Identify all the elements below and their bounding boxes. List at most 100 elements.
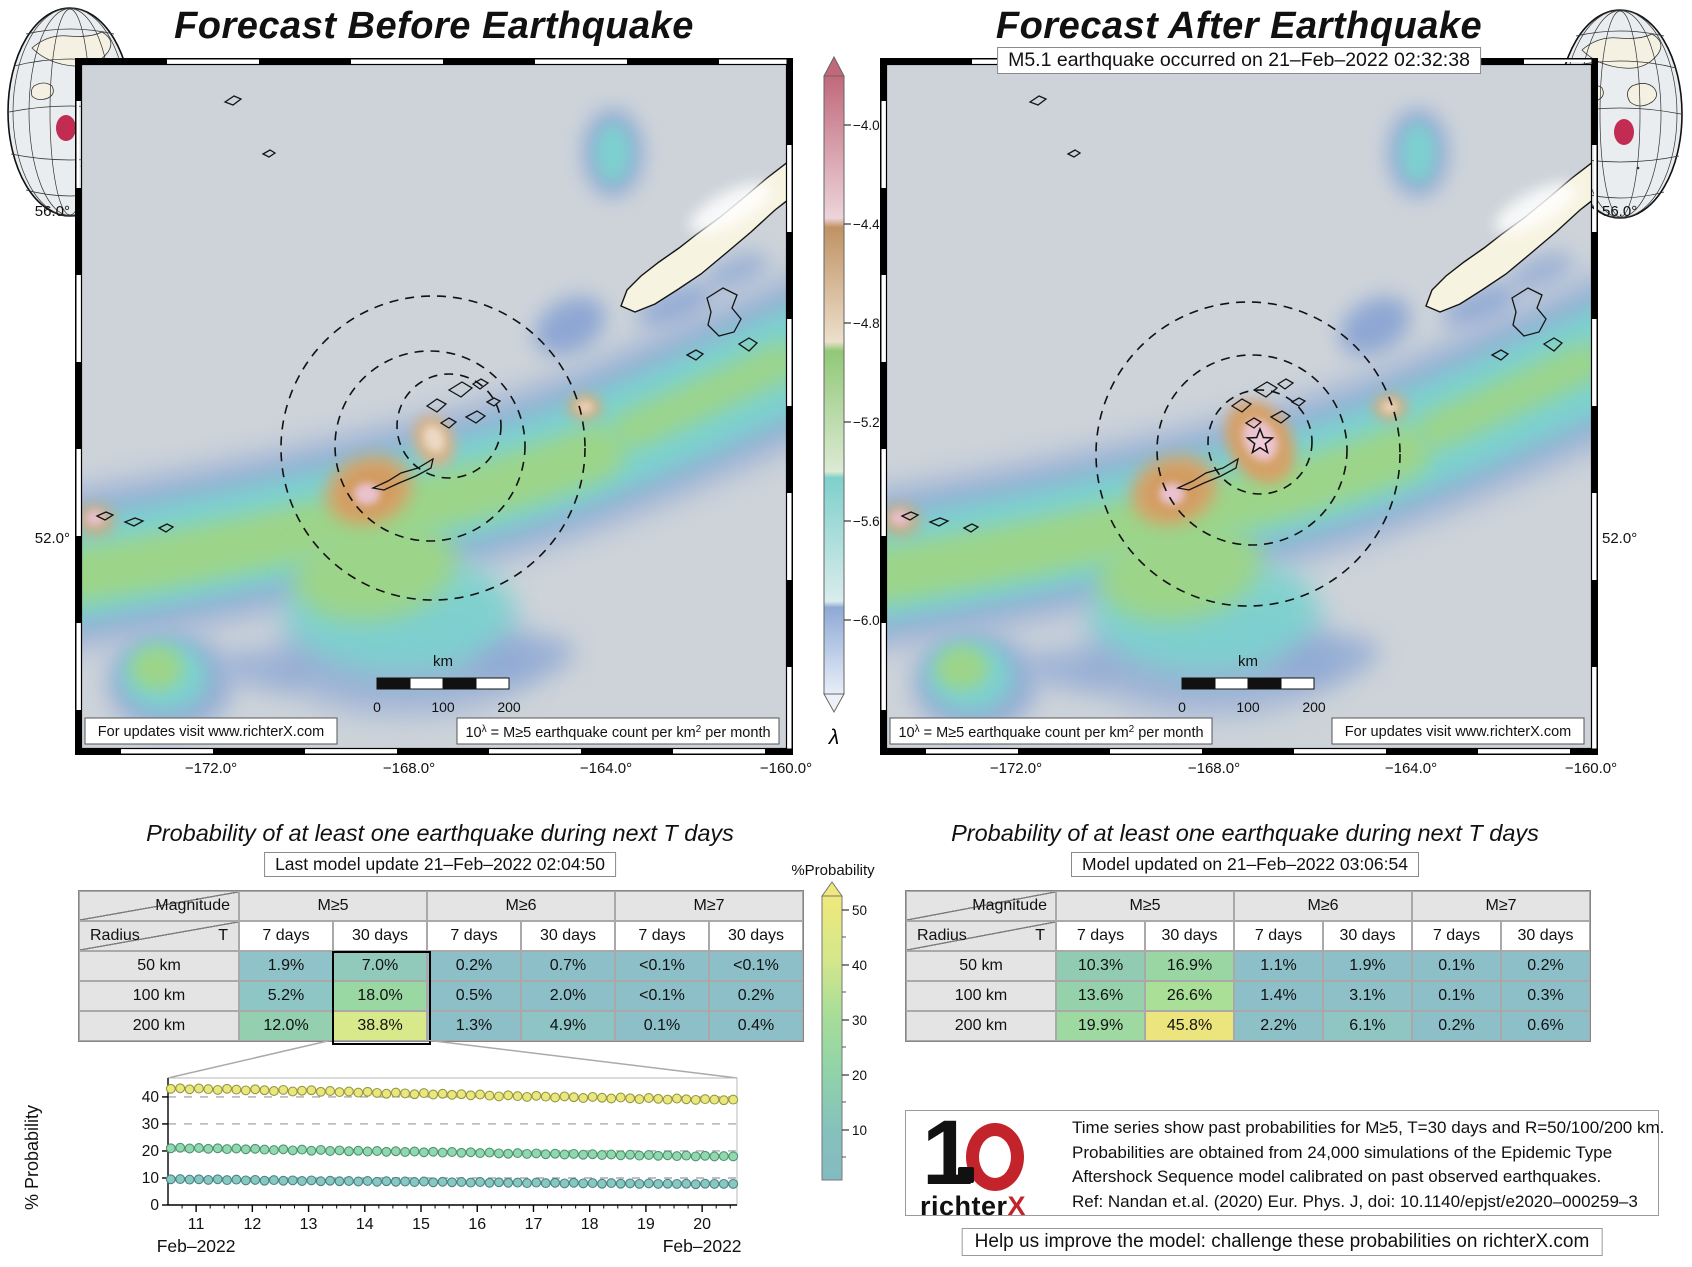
period-header: 7 days	[239, 921, 333, 951]
lambda-colorbar: −4.0 −4.4 −4.8 −5.2 −5.6 −6.0 λ	[823, 55, 880, 749]
map-forecast-before: km 0 100 200 For updates visit www.richterX.…	[74, 57, 794, 756]
scale-bar: km 0 100 200	[373, 653, 521, 715]
period-header: 30 days	[709, 921, 803, 951]
prob-title-left: Probability of at least one earthquake d…	[146, 820, 734, 846]
lat-label: 56.0°	[34, 203, 70, 220]
scale-unit: km	[433, 653, 453, 670]
prob-cell: 12.0%	[239, 1011, 333, 1041]
period-header: 7 days	[1412, 921, 1501, 951]
table-corner-magnitude: Magnitude	[79, 891, 239, 921]
prob-cell: <0.1%	[615, 981, 709, 1011]
data-series	[165, 1142, 739, 1162]
prob-cell: 13.6%	[1056, 981, 1145, 1011]
distance-circle	[1156, 354, 1348, 546]
chart-x-tick: 16	[468, 1216, 486, 1233]
distance-circle	[1095, 301, 1401, 607]
chart-x-tick: 12	[243, 1216, 261, 1233]
prob-title-right: Probability of at least one earthquake d…	[951, 820, 1539, 846]
scale-bar: km 0 100 200	[1178, 653, 1326, 715]
globe-location-dot	[56, 115, 76, 141]
radius-row-label: 50 km	[79, 951, 239, 981]
heatmap-layer: km 0 100 200 10λ = M≥5 earthquake count per …	[887, 95, 1591, 745]
prob-cell: 1.3%	[427, 1011, 521, 1041]
lambda-tick: −4.0	[853, 118, 880, 133]
map-note-text: 10λ = M≥5 earthquake count per km2 per m…	[465, 724, 770, 741]
prob-cell: 0.6%	[1501, 1011, 1590, 1041]
lat-label: 52.0°	[1602, 530, 1638, 547]
magnitude-group-header: M≥6	[427, 891, 615, 921]
map-note-text: For updates visit www.richterX.com	[98, 724, 324, 740]
map-note-text: 10λ = M≥5 earthquake count per km2 per m…	[898, 724, 1203, 741]
lon-label: −164.0°	[579, 760, 633, 777]
chart-y-tick: 40	[142, 1089, 160, 1106]
lon-label: −168.0°	[1187, 760, 1241, 777]
magnitude-group-header: M≥5	[239, 891, 427, 921]
map-note-text: For updates visit www.richterX.com	[1345, 724, 1571, 740]
prob-cell: 1.9%	[239, 951, 333, 981]
lon-label: −160.0°	[759, 760, 813, 777]
prob-cell: 18.0%	[333, 981, 427, 1011]
prob-tick: 10	[852, 1123, 867, 1138]
lambda-tick: −4.8	[853, 316, 880, 331]
prob-tick: 40	[852, 958, 867, 973]
chart-y-tick: 0	[150, 1197, 159, 1214]
help-callout: Help us improve the model: challenge the…	[961, 1228, 1603, 1256]
forecast-after-title: Forecast After Earthquake	[995, 5, 1483, 47]
prob-cell: <0.1%	[615, 951, 709, 981]
chart-x-label-right: Feb–2022	[663, 1236, 742, 1256]
prob-cell: 10.3%	[1056, 951, 1145, 981]
chart-x-label-left: Feb–2022	[157, 1236, 236, 1256]
period-header: 7 days	[427, 921, 521, 951]
prob-cell: 0.4%	[709, 1011, 803, 1041]
prob-cell: 0.1%	[1412, 981, 1501, 1011]
prob-cell: 0.3%	[1501, 981, 1590, 1011]
prob-cell: 0.2%	[427, 951, 521, 981]
scale-tick: 0	[1178, 699, 1186, 715]
distance-circle	[280, 295, 586, 601]
prob-cell: 0.1%	[615, 1011, 709, 1041]
prob-colorbar: 50 40 30 20 10	[821, 881, 867, 1181]
lambda-label: λ	[828, 726, 839, 749]
lambda-tick: −5.2	[853, 415, 880, 430]
prob-table-before: Magnitude M≥5 M≥6 M≥7 Radius T 7 days 30 days 7 …	[78, 890, 804, 1045]
magnitude-group-header: M≥5	[1056, 891, 1234, 921]
lon-label: −168.0°	[382, 760, 436, 777]
period-header: 30 days	[333, 921, 427, 951]
scale-tick: 200	[1302, 699, 1326, 715]
period-header: 30 days	[521, 921, 615, 951]
magnitude-group-header: M≥6	[1234, 891, 1412, 921]
radius-row-label: 200 km	[906, 1011, 1056, 1041]
info-line: Time series show past probabilities for …	[1072, 1118, 1665, 1137]
prob-cell: 7.0%	[333, 951, 427, 981]
chart-x-tick: 20	[693, 1216, 711, 1233]
prob-cell: 1.9%	[1323, 951, 1412, 981]
map-note-box: 10λ = M≥5 earthquake count per km2 per m…	[456, 717, 780, 745]
distance-circle	[334, 350, 526, 542]
prob-cell: 0.1%	[1412, 951, 1501, 981]
distance-circle	[396, 373, 502, 479]
period-header: 7 days	[615, 921, 709, 951]
globe-location-dot	[1614, 119, 1634, 145]
logo-wordmark: richterX	[920, 1191, 1027, 1221]
earthquake-subtitle: M5.1 earthquake occurred on 21–Feb–2022 …	[997, 47, 1481, 74]
chart-y-tick: 30	[142, 1116, 160, 1133]
prob-cell: 38.8%	[333, 1011, 427, 1041]
prob-cell: 45.8%	[1145, 1011, 1234, 1041]
heatmap-layer: km 0 100 200 For updates visit www.richterX.…	[82, 95, 786, 745]
lon-label: −160.0°	[1564, 760, 1618, 777]
period-header: 30 days	[1501, 921, 1590, 951]
distance-circle	[1207, 389, 1313, 495]
prob-cell: 26.6%	[1145, 981, 1234, 1011]
lon-label: −164.0°	[1384, 760, 1438, 777]
prob-cell: 0.7%	[521, 951, 615, 981]
chart-x-tick: 18	[581, 1216, 599, 1233]
prob-cell: 4.9%	[521, 1011, 615, 1041]
chart-x-tick: 15	[412, 1216, 430, 1233]
model-update-right: Model updated on 21–Feb–2022 03:06:54	[1071, 852, 1419, 877]
forecast-before-title: Forecast Before Earthquake	[174, 5, 694, 47]
period-header: 7 days	[1234, 921, 1323, 951]
logo-ten-glyph: 1	[922, 1102, 973, 1204]
magnitude-group-header: M≥7	[1412, 891, 1590, 921]
prob-cell: 19.9%	[1056, 1011, 1145, 1041]
